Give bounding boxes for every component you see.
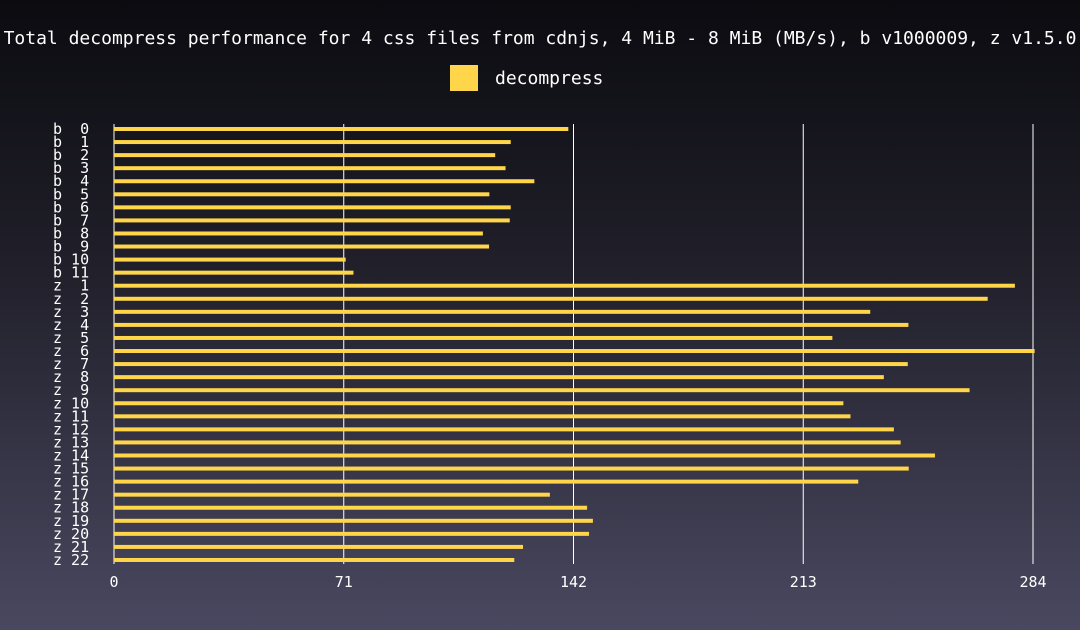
y-tick-label: z 11 — [53, 407, 89, 425]
y-tick-label: b 4 — [53, 172, 89, 190]
x-tick-label: 142 — [560, 573, 587, 591]
y-tick-label: z 13 — [53, 433, 89, 451]
y-tick-label: z 18 — [53, 499, 89, 517]
bar — [114, 231, 483, 236]
y-tick-label: z 15 — [53, 460, 89, 478]
bar — [114, 192, 490, 197]
bar — [114, 518, 593, 523]
y-tick-label: b 2 — [53, 146, 89, 164]
bar — [114, 153, 496, 158]
y-tick-label: z 4 — [53, 316, 89, 334]
y-tick-label: z 9 — [53, 381, 89, 399]
y-tick-label: b 11 — [53, 264, 89, 282]
y-tick-label: z 14 — [53, 447, 89, 465]
bar — [114, 427, 894, 432]
bar — [114, 218, 510, 223]
y-tick-label: z 22 — [53, 551, 89, 569]
bar — [114, 127, 569, 131]
y-tick-label: z 6 — [53, 342, 89, 360]
bar — [114, 505, 588, 510]
bar — [114, 453, 935, 458]
bar — [114, 140, 511, 145]
bar — [114, 322, 909, 327]
y-tick-label: z 3 — [53, 303, 89, 321]
bar — [114, 349, 1035, 354]
y-tick-label: b 0 — [53, 120, 89, 138]
y-tick-label: z 17 — [53, 486, 89, 504]
y-tick-label: b 10 — [53, 251, 89, 269]
bar — [114, 335, 833, 340]
x-tick-label: 0 — [109, 573, 118, 591]
y-tick-label: z 19 — [53, 512, 89, 530]
bar — [114, 544, 524, 549]
bar — [114, 179, 535, 184]
bar — [114, 309, 871, 314]
bar — [114, 401, 844, 406]
legend: decompress — [450, 64, 603, 92]
y-tick-label: z 10 — [53, 394, 89, 412]
y-tick-label: z 16 — [53, 473, 89, 491]
y-tick-label: z 2 — [53, 290, 89, 308]
bar — [114, 166, 506, 171]
bar — [114, 296, 988, 301]
y-tick-label: b 9 — [53, 238, 89, 256]
x-tick-label: 71 — [335, 573, 353, 591]
y-tick-label: z 1 — [53, 277, 89, 295]
bar — [114, 362, 908, 367]
y-tick-label: z 21 — [53, 538, 89, 556]
y-tick-label: b 8 — [53, 224, 89, 242]
y-tick-label: z 8 — [53, 368, 89, 386]
y-tick-label: b 1 — [53, 133, 89, 151]
bar — [114, 557, 515, 562]
bar — [114, 440, 901, 445]
y-tick-label: b 5 — [53, 185, 89, 203]
y-tick-label: b 7 — [53, 211, 89, 229]
chart-title: Total decompress performance for 4 css f… — [3, 28, 1077, 49]
bar — [114, 283, 1015, 288]
legend-swatch — [450, 65, 478, 91]
bar — [114, 492, 550, 497]
bar — [114, 257, 346, 262]
bar — [114, 270, 354, 275]
y-tick-label: b 6 — [53, 198, 89, 216]
y-tick-label: z 20 — [53, 525, 89, 543]
bar — [114, 244, 490, 249]
x-tick-label: 284 — [1019, 573, 1046, 591]
bar — [114, 531, 590, 536]
bar — [114, 479, 859, 484]
bar — [114, 205, 511, 210]
bar — [114, 388, 970, 393]
y-tick-label: z 7 — [53, 355, 89, 373]
legend-label: decompress — [495, 67, 604, 89]
bar — [114, 414, 851, 419]
y-tick-label: z 12 — [53, 420, 89, 438]
bar — [114, 375, 884, 380]
y-tick-label: z 5 — [53, 329, 89, 347]
x-tick-label: 213 — [790, 573, 817, 591]
bar — [114, 466, 909, 471]
y-tick-label: b 3 — [53, 159, 89, 177]
